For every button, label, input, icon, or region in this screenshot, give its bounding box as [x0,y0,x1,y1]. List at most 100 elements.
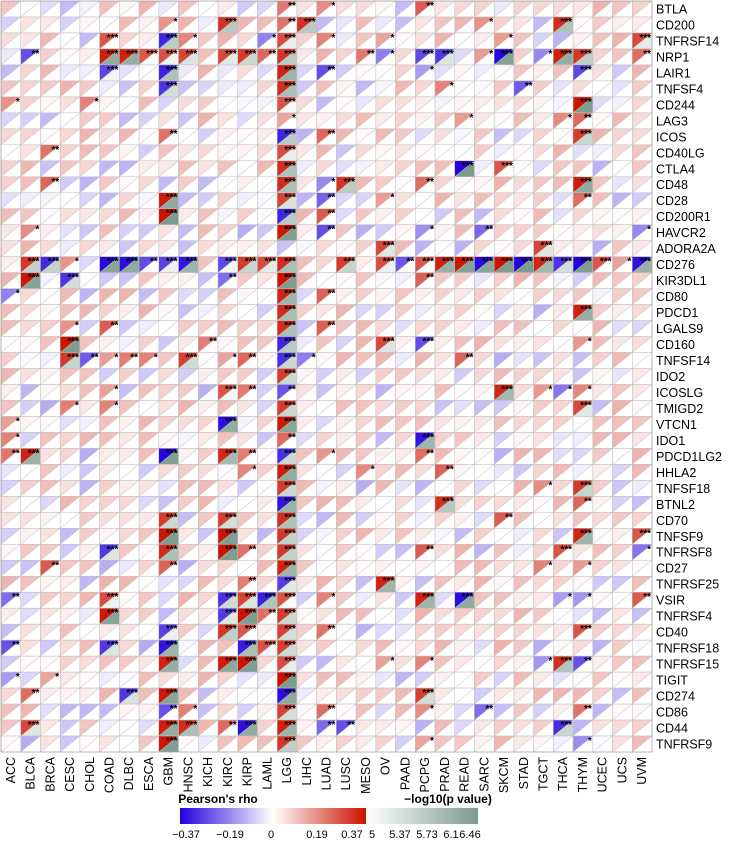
significance-star: *** [284,400,296,411]
row-label: CD86 [656,706,688,720]
significance-star: *** [225,528,237,539]
significance-star: *** [284,544,296,555]
row-label: TNFRSF9 [656,737,712,751]
significance-star: * [233,353,237,364]
significance-star: *** [580,400,592,411]
logp-tick-label: 6.46 [459,829,480,841]
column-label: MESO [359,757,373,794]
significance-star: * [154,353,158,364]
row-label: CD276 [656,258,695,272]
significance-star: *** [639,33,651,44]
significance-star: ** [328,321,336,332]
significance-star: * [36,225,40,236]
significance-star: *** [28,257,40,268]
significance-star: *** [580,305,592,316]
column-label: BLCA [24,756,38,789]
significance-star: *** [304,17,316,28]
significance-star: * [588,384,592,395]
significance-star: *** [284,257,296,268]
row-label: TNFRSF15 [656,658,719,672]
significance-star: *** [560,656,572,667]
significance-star: *** [107,49,119,60]
significance-star: *** [225,592,237,603]
significance-star: ** [643,49,651,60]
significance-star: ** [12,448,20,459]
significance-star: * [75,321,79,332]
significance-star: *** [580,528,592,539]
significance-star: * [588,337,592,348]
significance-star: * [470,113,474,124]
significance-star: ** [229,720,237,731]
column-label: UVM [635,757,649,785]
significance-star: * [588,736,592,747]
significance-star: *** [284,528,296,539]
significance-star: *** [521,257,533,268]
significance-star: ** [485,225,493,236]
significance-star: *** [639,528,651,539]
significance-star: * [391,49,395,60]
significance-star: * [272,33,276,44]
significance-star: *** [186,353,198,364]
significance-star: * [391,193,395,204]
significance-star: * [568,384,572,395]
row-label: HHLA2 [656,466,696,480]
logp-legend-title: −log10(p value) [404,792,492,806]
significance-star: *** [560,544,572,555]
significance-star: *** [126,257,138,268]
significance-star: *** [383,241,395,252]
significance-star: *** [284,289,296,300]
significance-star: *** [284,688,296,699]
significance-star: * [114,384,118,395]
row-label: HAVCR2 [656,226,706,240]
significance-star: *** [107,65,119,76]
significance-star: ** [32,688,40,699]
significance-star: *** [284,416,296,427]
column-label: SARC [477,757,491,792]
significance-star: *** [600,257,612,268]
significance-star: ** [288,432,296,443]
significance-star: *** [166,49,178,60]
significance-star: *** [245,49,257,60]
significance-star: *** [284,560,296,571]
significance-star: *** [245,608,257,619]
significance-star: ** [328,624,336,635]
row-label: CD28 [656,194,688,208]
significance-star: *** [284,369,296,380]
row-label: CD40LG [656,146,705,160]
row-label: CD27 [656,562,688,576]
rho-legend-title: Pearson's rho [178,792,258,806]
significance-star: *** [560,17,572,28]
significance-star: *** [284,353,296,364]
significance-star: *** [284,193,296,204]
significance-star: ** [584,496,592,507]
significance-star: *** [166,720,178,731]
significance-star: *** [541,241,553,252]
significance-star: *** [28,720,40,731]
column-label: CESC [63,757,77,792]
row-label: TNFSF9 [656,530,703,544]
significance-star: ** [367,49,375,60]
significance-star: *** [580,97,592,108]
significance-star: *** [166,528,178,539]
significance-star: *** [284,81,296,92]
significance-star: ** [170,704,178,715]
significance-star: ** [288,1,296,12]
significance-star: *** [580,65,592,76]
significance-star: *** [560,257,572,268]
significance-star: ** [347,720,355,731]
significance-star: * [114,400,118,411]
row-label: PDCD1LG2 [656,450,722,464]
legend-ticks: −0.37 −0.19 0 0.19 0.37 5 5.37 5.73 6.1 6.46 [172,829,481,841]
significance-star: ** [249,353,257,364]
significance-star: ** [525,81,533,92]
significance-star: *** [107,592,119,603]
significance-star: *** [284,305,296,316]
column-label: COAD [103,757,117,793]
significance-star: *** [225,416,237,427]
significance-star: *** [166,656,178,667]
column-label: KICH [201,757,215,787]
significance-star: *** [166,688,178,699]
rho-tick-label: −0.37 [172,829,200,841]
significance-star: *** [442,257,454,268]
significance-star: *** [225,17,237,28]
